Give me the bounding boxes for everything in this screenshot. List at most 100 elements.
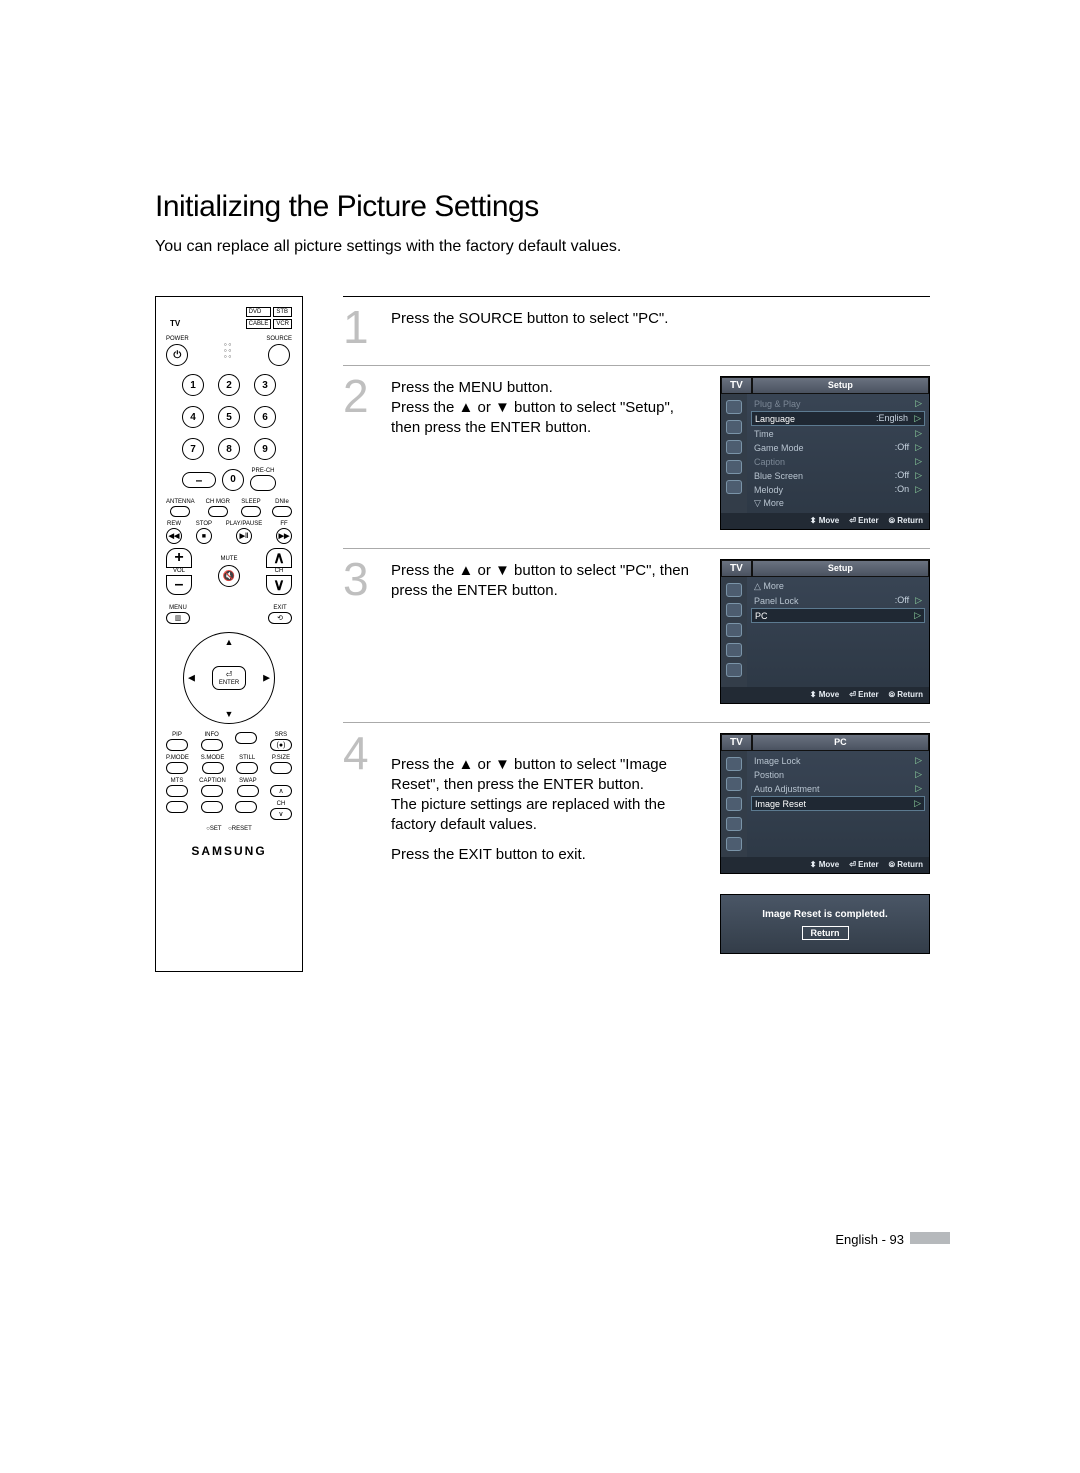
step-text-2: Press the MENU button. Press the ▲ or ▼ …: [391, 376, 702, 530]
nav-right-icon[interactable]: ▶: [263, 673, 270, 684]
num-8[interactable]: 8: [218, 438, 240, 460]
source-button[interactable]: [268, 344, 290, 366]
step-text-3: Press the ▲ or ▼ button to select "PC", …: [391, 559, 702, 704]
osd-row[interactable]: Time▷: [751, 427, 925, 440]
num-0[interactable]: 0: [222, 469, 244, 491]
caption-button[interactable]: [201, 785, 223, 797]
srs-label: SRS: [275, 732, 287, 739]
mode-vcr: VCR: [273, 319, 292, 329]
dnie-button[interactable]: [272, 506, 292, 517]
osd-row[interactable]: Game Mode:Off▷: [751, 441, 925, 454]
osd-row[interactable]: Panel Lock:Off▷: [751, 594, 925, 607]
osd-row[interactable]: Image Lock▷: [751, 754, 925, 767]
osd-icon: [726, 583, 742, 597]
still-button[interactable]: [236, 762, 258, 774]
swap-label: SWAP: [239, 778, 256, 785]
blank-button[interactable]: [235, 732, 257, 744]
osd-row[interactable]: Caption▷: [751, 455, 925, 468]
step-number-3: 3: [343, 559, 373, 704]
osd-icon: [726, 400, 742, 414]
mute-button[interactable]: 🔇: [218, 565, 240, 587]
pip-button[interactable]: [166, 739, 188, 751]
antenna-button[interactable]: [170, 506, 190, 517]
pip-label: PIP: [172, 732, 182, 739]
play-button[interactable]: ▶‖: [236, 528, 252, 544]
osd-row[interactable]: Image Reset▷: [751, 796, 925, 811]
brand-label: SAMSUNG: [191, 844, 266, 858]
steps-container: 1 Press the SOURCE button to select "PC"…: [343, 296, 930, 972]
vol-up-button[interactable]: +: [166, 548, 192, 568]
power-button[interactable]: ⏻: [166, 344, 188, 366]
fn3-button[interactable]: [235, 801, 257, 813]
smode-button[interactable]: [202, 762, 224, 774]
fn1-button[interactable]: [166, 801, 188, 813]
menu-button[interactable]: ▥: [166, 612, 190, 624]
osd-row[interactable]: Plug & Play▷: [751, 397, 925, 410]
osd-row[interactable]: ▽ More: [751, 497, 925, 510]
mts-label: MTS: [171, 778, 184, 785]
play-label: PLAY/PAUSE: [226, 521, 262, 528]
osd-row[interactable]: Language:English▷: [751, 411, 925, 426]
ch-down-button[interactable]: ∨: [266, 575, 292, 595]
num-4[interactable]: 4: [182, 406, 204, 428]
chup2-button[interactable]: ∧: [270, 785, 292, 797]
num-3[interactable]: 3: [254, 374, 276, 396]
psize-button[interactable]: [270, 762, 292, 774]
sleep-button[interactable]: [241, 506, 261, 517]
step-number-4: 4: [343, 733, 373, 954]
osd-tab: TV: [721, 734, 752, 751]
pmode-button[interactable]: [166, 762, 188, 774]
num-2[interactable]: 2: [218, 374, 240, 396]
fn2-button[interactable]: [201, 801, 223, 813]
exit-button[interactable]: ⟲: [268, 612, 292, 624]
step-number-1: 1: [343, 307, 373, 347]
navigation-ring[interactable]: ▲ ▼ ◀ ▶ ⏎ ENTER: [183, 632, 275, 724]
enter-button[interactable]: ⏎ ENTER: [212, 666, 246, 690]
srs-button[interactable]: (●): [270, 739, 292, 751]
swap-button[interactable]: [237, 785, 259, 797]
num-5[interactable]: 5: [218, 406, 240, 428]
stop-button[interactable]: ■: [196, 528, 212, 544]
num-9[interactable]: 9: [254, 438, 276, 460]
ff-button[interactable]: ▶▶: [276, 528, 292, 544]
chmgr-button[interactable]: [208, 506, 228, 517]
osd-icon: [726, 440, 742, 454]
nav-left-icon[interactable]: ◀: [188, 673, 195, 684]
number-pad: 1 2 3 4 5 6 7 8 9: [182, 374, 276, 460]
step-text-4: Press the ▲ or ▼ button to select "Image…: [391, 733, 702, 954]
osd-row[interactable]: △ More: [751, 580, 925, 593]
prech-button[interactable]: [250, 475, 276, 491]
osd-row[interactable]: Postion▷: [751, 768, 925, 781]
num-6[interactable]: 6: [254, 406, 276, 428]
chmgr-label: CH MGR: [206, 499, 230, 506]
osd-row[interactable]: PC▷: [751, 608, 925, 623]
osd-row[interactable]: Blue Screen:Off▷: [751, 469, 925, 482]
osd-icon: [726, 623, 742, 637]
rew-button[interactable]: ◀◀: [166, 528, 182, 544]
mute-label: MUTE: [221, 556, 238, 563]
step-text-1: Press the SOURCE button to select "PC".: [391, 307, 930, 347]
tv-label: TV: [170, 319, 180, 328]
dash-button[interactable]: –: [182, 472, 216, 488]
vol-down-button[interactable]: –: [166, 575, 192, 595]
info-button[interactable]: [201, 739, 223, 751]
ch-up-button[interactable]: ∧: [266, 548, 292, 568]
num-1[interactable]: 1: [182, 374, 204, 396]
num-7[interactable]: 7: [182, 438, 204, 460]
remote-control: TV DVD STB CABLE VCR POWER ⏻ ○ ○○ ○○ ○ S…: [155, 296, 303, 972]
enter-label: ENTER: [219, 680, 239, 686]
ff-label: FF: [280, 521, 287, 528]
osd-icon: [726, 797, 742, 811]
osd-icon: [726, 757, 742, 771]
osd-title: Setup: [752, 560, 929, 577]
osd-row[interactable]: Auto Adjustment▷: [751, 782, 925, 795]
chdn2-button[interactable]: ∨: [270, 808, 292, 820]
osd-return-button[interactable]: Return: [802, 926, 849, 940]
mode-dvd: DVD: [246, 307, 272, 317]
osd-row[interactable]: Melody:On▷: [751, 483, 925, 496]
mts-button[interactable]: [166, 785, 188, 797]
nav-down-icon[interactable]: ▼: [225, 709, 234, 719]
osd-icon: [726, 837, 742, 851]
nav-up-icon[interactable]: ▲: [225, 637, 234, 647]
dnie-label: DNIe: [275, 499, 289, 506]
